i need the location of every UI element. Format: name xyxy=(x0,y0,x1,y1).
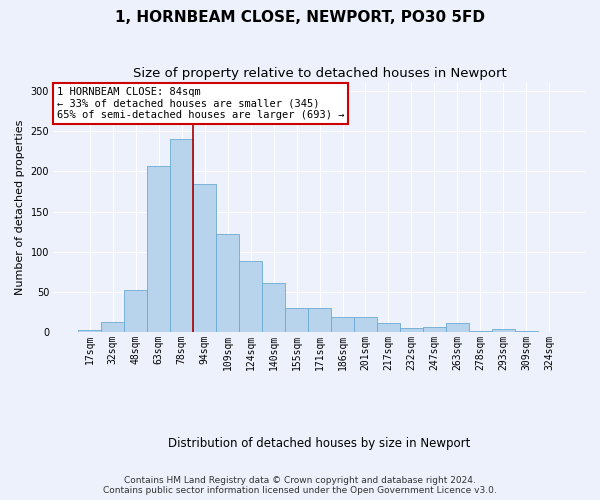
Bar xyxy=(308,308,331,332)
Bar xyxy=(124,290,147,333)
Bar xyxy=(515,330,538,332)
Bar xyxy=(101,322,124,332)
Text: 1 HORNBEAM CLOSE: 84sqm
← 33% of detached houses are smaller (345)
65% of semi-d: 1 HORNBEAM CLOSE: 84sqm ← 33% of detache… xyxy=(56,87,344,120)
Bar xyxy=(216,234,239,332)
Text: 1, HORNBEAM CLOSE, NEWPORT, PO30 5FD: 1, HORNBEAM CLOSE, NEWPORT, PO30 5FD xyxy=(115,10,485,25)
Text: Contains HM Land Registry data © Crown copyright and database right 2024.
Contai: Contains HM Land Registry data © Crown c… xyxy=(103,476,497,495)
Bar xyxy=(423,326,446,332)
Bar xyxy=(78,330,101,332)
Bar xyxy=(262,284,285,333)
Bar xyxy=(285,308,308,332)
Y-axis label: Number of detached properties: Number of detached properties xyxy=(15,120,25,296)
Bar xyxy=(193,184,216,332)
Bar xyxy=(446,322,469,332)
Bar xyxy=(354,317,377,332)
Bar xyxy=(492,329,515,332)
Bar xyxy=(377,324,400,332)
X-axis label: Distribution of detached houses by size in Newport: Distribution of detached houses by size … xyxy=(169,437,471,450)
Bar xyxy=(469,330,492,332)
Bar xyxy=(331,317,354,332)
Bar xyxy=(239,260,262,332)
Bar xyxy=(170,140,193,332)
Title: Size of property relative to detached houses in Newport: Size of property relative to detached ho… xyxy=(133,68,506,80)
Bar xyxy=(400,328,423,332)
Bar xyxy=(147,166,170,332)
